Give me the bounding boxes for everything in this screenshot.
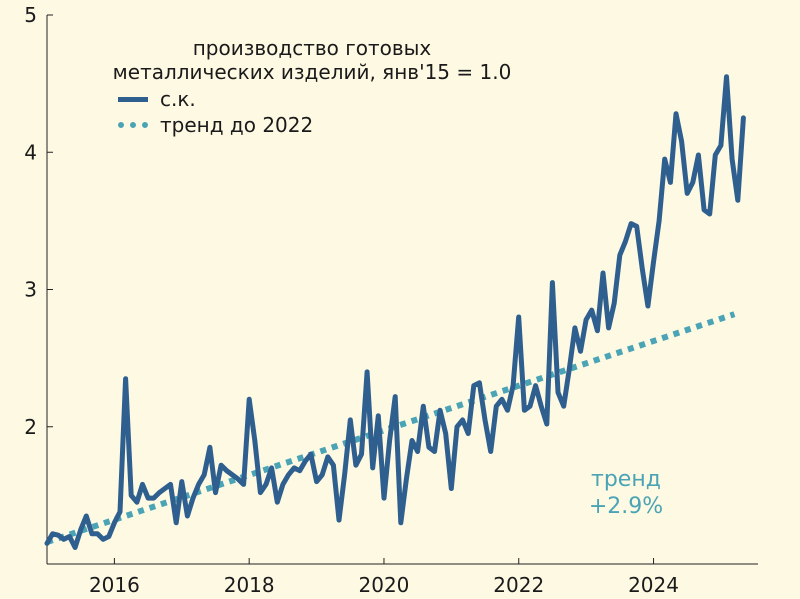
trend-annotation: тренд +2.9% [574,466,678,520]
series-line [44,74,746,550]
legend-title-line-2: металлических изделий, янв'15 = 1.0 [112,60,512,84]
legend-label-series: с.к. [160,87,196,111]
x-tick-label: 2016 [89,573,140,597]
x-tick-label: 2020 [359,573,410,597]
y-tick-label: 2 [24,415,37,439]
legend-title: производство готовых металлических издел… [112,36,512,84]
y-tick-label: 3 [24,278,37,302]
y-tick-label: 4 [24,140,37,164]
y-tick-label: 5 [24,3,37,27]
trend-annotation-line-2: +2.9% [588,494,664,519]
x-tick-label: 2022 [493,573,544,597]
legend-item-trend: тренд до 2022 [118,112,313,138]
x-tick-label: 2018 [224,573,275,597]
trend-annotation-line-1: тренд [591,467,661,492]
legend-item-series: с.к. [118,86,196,112]
legend-label-trend: тренд до 2022 [160,113,314,137]
legend-title-line-1: производство готовых [192,36,432,60]
legend-swatch-solid [118,96,148,102]
tick-labels: 2 3 4 5 2016 2018 2020 2022 2024 [24,3,679,597]
x-tick-label: 2024 [628,573,679,597]
axes [46,14,758,565]
legend-swatch-dotted [118,122,148,128]
series-line-layer [44,74,746,550]
